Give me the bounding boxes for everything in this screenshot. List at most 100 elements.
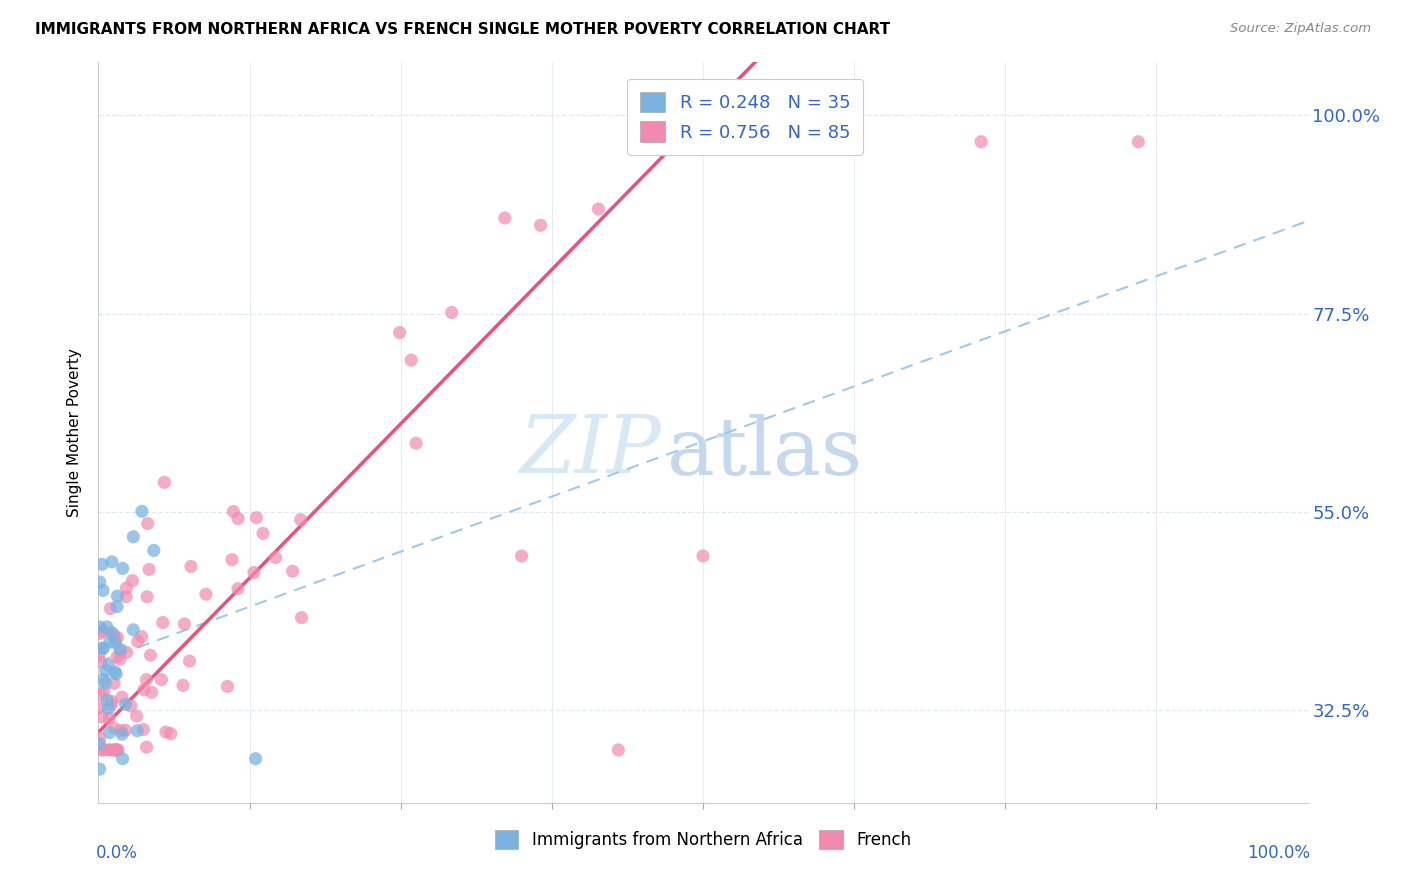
- Point: [494, 211, 516, 225]
- Point: [89, 646, 111, 660]
- Point: [159, 727, 181, 741]
- Point: [105, 599, 128, 614]
- Text: 0.0%: 0.0%: [96, 844, 138, 862]
- Text: atlas: atlas: [666, 415, 862, 492]
- Point: [252, 526, 274, 541]
- Point: [105, 666, 128, 681]
- Point: [529, 219, 551, 233]
- Point: [89, 701, 111, 715]
- Point: [103, 721, 125, 735]
- Point: [90, 655, 112, 669]
- Point: [440, 305, 463, 319]
- Point: [180, 559, 202, 574]
- Point: [94, 664, 117, 678]
- Point: [264, 550, 287, 565]
- Point: [122, 623, 145, 637]
- Point: [97, 701, 120, 715]
- Text: ZIP: ZIP: [519, 412, 661, 490]
- Point: [89, 626, 111, 640]
- Point: [510, 549, 533, 563]
- Point: [110, 723, 132, 738]
- Point: [121, 574, 143, 588]
- Point: [607, 743, 630, 757]
- Text: 100.0%: 100.0%: [1247, 844, 1310, 862]
- Point: [136, 590, 159, 604]
- Point: [122, 530, 145, 544]
- Point: [96, 693, 118, 707]
- Point: [114, 698, 136, 712]
- Point: [100, 625, 122, 640]
- Point: [243, 566, 266, 580]
- Point: [127, 634, 149, 648]
- Point: [127, 723, 149, 738]
- Point: [138, 562, 160, 576]
- Point: [194, 587, 217, 601]
- Point: [104, 743, 127, 757]
- Point: [111, 561, 134, 575]
- Y-axis label: Single Mother Poverty: Single Mother Poverty: [67, 348, 83, 517]
- Point: [104, 743, 127, 757]
- Point: [98, 711, 121, 725]
- Point: [90, 743, 112, 757]
- Point: [111, 727, 134, 741]
- Point: [91, 583, 114, 598]
- Point: [107, 743, 129, 757]
- Point: [131, 630, 153, 644]
- Point: [104, 636, 127, 650]
- Point: [104, 631, 127, 645]
- Point: [153, 475, 176, 490]
- Text: IMMIGRANTS FROM NORTHERN AFRICA VS FRENCH SINGLE MOTHER POVERTY CORRELATION CHAR: IMMIGRANTS FROM NORTHERN AFRICA VS FRENC…: [35, 22, 890, 37]
- Point: [96, 620, 118, 634]
- Point: [226, 582, 249, 596]
- Point: [103, 676, 125, 690]
- Point: [245, 510, 267, 524]
- Point: [221, 552, 243, 566]
- Point: [91, 710, 114, 724]
- Point: [90, 688, 112, 702]
- Point: [105, 649, 128, 664]
- Point: [115, 645, 138, 659]
- Point: [110, 642, 132, 657]
- Legend: Immigrants from Northern Africa, French: Immigrants from Northern Africa, French: [486, 822, 920, 857]
- Point: [139, 648, 162, 663]
- Point: [111, 752, 134, 766]
- Point: [245, 752, 267, 766]
- Point: [1128, 135, 1150, 149]
- Point: [135, 740, 157, 755]
- Point: [89, 737, 111, 751]
- Point: [172, 678, 194, 692]
- Point: [103, 743, 125, 757]
- Point: [226, 511, 249, 525]
- Point: [100, 694, 122, 708]
- Point: [89, 731, 111, 745]
- Point: [136, 516, 159, 531]
- Point: [89, 574, 111, 589]
- Point: [217, 680, 239, 694]
- Point: [125, 709, 148, 723]
- Point: [90, 558, 112, 572]
- Point: [111, 690, 134, 705]
- Point: [91, 641, 114, 656]
- Point: [89, 620, 111, 634]
- Point: [91, 641, 114, 656]
- Point: [93, 684, 115, 698]
- Point: [107, 589, 129, 603]
- Point: [388, 326, 411, 340]
- Text: Source: ZipAtlas.com: Source: ZipAtlas.com: [1230, 22, 1371, 36]
- Point: [93, 673, 115, 687]
- Point: [105, 743, 128, 757]
- Point: [132, 723, 155, 737]
- Point: [98, 601, 121, 615]
- Point: [100, 743, 122, 757]
- Point: [120, 698, 142, 713]
- Point: [150, 673, 173, 687]
- Point: [405, 436, 427, 450]
- Point: [135, 673, 157, 687]
- Point: [290, 513, 312, 527]
- Point: [141, 685, 163, 699]
- Point: [115, 581, 138, 595]
- Point: [91, 743, 114, 757]
- Point: [399, 353, 422, 368]
- Point: [588, 202, 610, 216]
- Point: [97, 658, 120, 673]
